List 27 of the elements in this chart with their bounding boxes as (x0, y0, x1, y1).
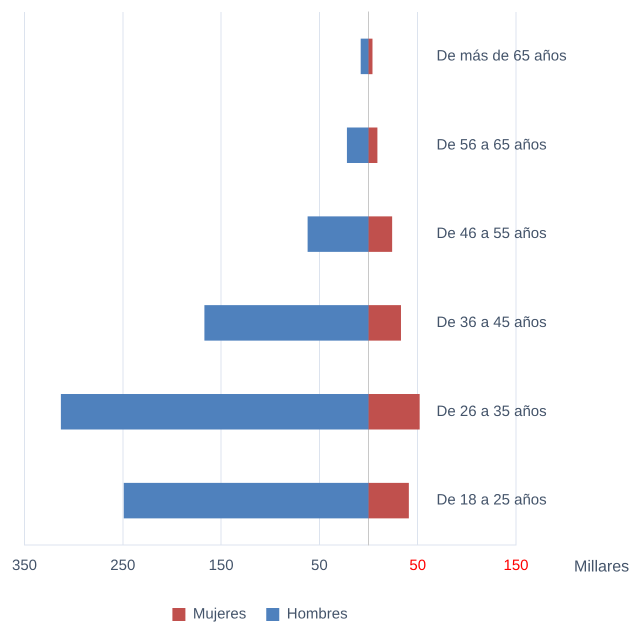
bar (360, 38, 369, 74)
bar (204, 305, 369, 341)
bar (308, 216, 369, 252)
x-tick-label: 50 (311, 557, 328, 574)
bar (368, 482, 409, 518)
bar (368, 216, 392, 252)
legend-label: Hombres (286, 606, 348, 623)
x-tick-label: 150 (503, 557, 529, 574)
y-tick-label: De más de 65 años (436, 48, 567, 65)
bar (346, 127, 369, 164)
bar (368, 38, 372, 74)
y-tick-label: De 56 a 65 años (436, 136, 547, 154)
legend-label: Mujeres (192, 606, 246, 623)
bar (368, 305, 401, 341)
x-axis-title: Millares (574, 558, 630, 576)
x-tick-label: 250 (110, 557, 136, 574)
bar (124, 482, 369, 518)
bar (368, 394, 420, 430)
y-tick-label: De 36 a 45 años (436, 314, 547, 332)
x-tick-label: 350 (12, 557, 38, 574)
y-tick-label: De 26 a 35 años (436, 402, 547, 420)
x-tick-label: 50 (409, 557, 426, 574)
y-tick-label: De 46 a 55 años (436, 225, 547, 242)
x-tick-label: 150 (208, 557, 234, 574)
bar (60, 394, 369, 430)
y-tick-label: De 18 a 25 años (436, 492, 547, 509)
bar (368, 127, 378, 164)
